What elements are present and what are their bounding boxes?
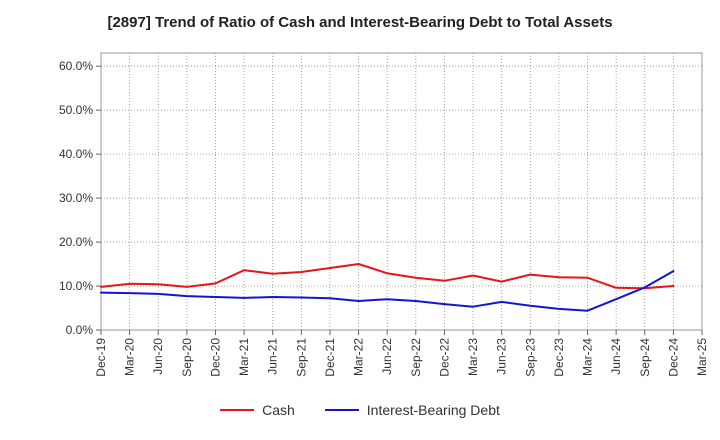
x-tick-label: Jun-20 xyxy=(151,338,165,375)
x-tick-label: Sep-23 xyxy=(523,338,537,377)
x-tick-label: Jun-23 xyxy=(495,338,509,375)
series-line-cash xyxy=(100,263,675,290)
x-tick-label: Sep-21 xyxy=(294,338,308,377)
y-tick-label: 0.0% xyxy=(66,323,94,337)
x-tick-label: Jun-21 xyxy=(266,338,280,375)
x-tick-label: Mar-22 xyxy=(352,338,366,376)
legend-label-cash: Cash xyxy=(262,402,295,418)
x-tick-label: Dec-19 xyxy=(94,338,108,377)
x-tick-label: Mar-21 xyxy=(237,338,251,376)
y-tick-label: 20.0% xyxy=(59,235,93,249)
legend-swatch-debt xyxy=(324,409,359,411)
x-tick-label: Dec-24 xyxy=(666,338,680,377)
grid-layer xyxy=(100,52,703,331)
plot-frame xyxy=(100,52,703,331)
legend-swatch-cash xyxy=(220,409,255,411)
y-tick-label: 10.0% xyxy=(59,279,93,293)
y-tick-label: 30.0% xyxy=(59,191,93,205)
x-tick-label: Dec-22 xyxy=(437,338,451,377)
x-tick-label: Mar-23 xyxy=(466,338,480,376)
x-tick-label: Dec-23 xyxy=(552,338,566,377)
x-tick-label: Jun-22 xyxy=(380,338,394,375)
series-layer xyxy=(100,263,675,312)
y-tick-label: 40.0% xyxy=(59,147,93,161)
x-tick-label: Dec-21 xyxy=(323,338,337,377)
x-tick-label: Mar-24 xyxy=(581,338,595,376)
x-tick-label: Sep-22 xyxy=(409,338,423,377)
x-tick-label: Mar-20 xyxy=(123,338,137,376)
x-tick-label: Mar-25 xyxy=(695,338,709,376)
y-tick-label: 60.0% xyxy=(59,59,93,73)
x-tick-label: Sep-24 xyxy=(638,338,652,377)
x-tick-label: Dec-20 xyxy=(208,338,222,377)
series-line-interest-bearing-debt xyxy=(100,270,675,312)
axis-layer: 0.0% 10.0% 20.0% 30.0% 40.0% 50.0% 60.0% Dec-19… xyxy=(59,59,709,377)
chart-title: [2897] Trend of Ratio of Cash and Intere… xyxy=(107,14,613,31)
x-tick-label: Sep-20 xyxy=(180,338,194,377)
legend: Cash Interest-Bearing Debt xyxy=(0,402,720,418)
y-tick-label: 50.0% xyxy=(59,103,93,117)
x-tick-label: Jun-24 xyxy=(609,338,623,375)
legend-item-cash: Cash xyxy=(220,402,295,418)
legend-label-debt: Interest-Bearing Debt xyxy=(366,402,500,418)
legend-item-debt: Interest-Bearing Debt xyxy=(324,402,500,418)
